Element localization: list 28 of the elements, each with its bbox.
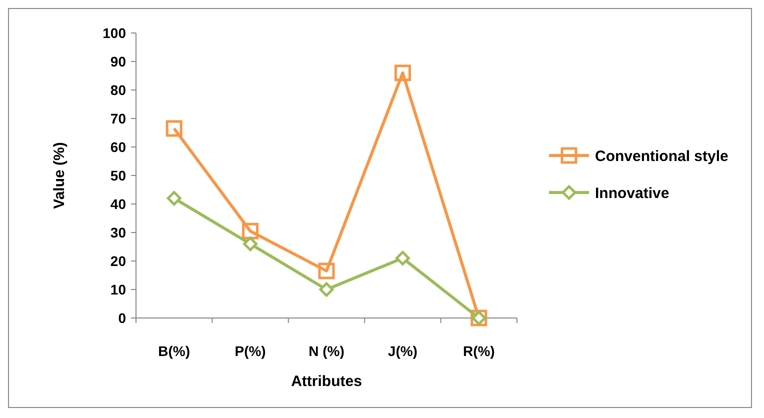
point bbox=[166, 120, 182, 137]
y-tick-label: 90 bbox=[110, 53, 126, 70]
y-tick-label: 70 bbox=[110, 110, 126, 126]
y-tick-label: 30 bbox=[110, 224, 126, 240]
legend-label: Conventional style bbox=[595, 148, 728, 165]
point bbox=[394, 64, 411, 82]
x-tick-label: N (%) bbox=[308, 343, 344, 359]
point bbox=[242, 222, 259, 240]
y-tick-label: 0 bbox=[118, 310, 126, 326]
x-axis-title: Attributes bbox=[291, 373, 362, 390]
x-tick-label: B(%) bbox=[158, 343, 190, 359]
x-tick-label: R(%) bbox=[462, 343, 495, 359]
point bbox=[243, 236, 258, 252]
x-tick-label: J(%) bbox=[388, 343, 418, 359]
y-tick-label: 60 bbox=[110, 138, 126, 155]
point bbox=[166, 191, 182, 206]
point bbox=[319, 282, 334, 297]
y-tick-label: 100 bbox=[102, 24, 126, 41]
legend-label: Innovative bbox=[595, 184, 670, 202]
y-axis-title: Value (%) bbox=[51, 142, 68, 209]
x-tick-label: P(%) bbox=[234, 343, 266, 359]
y-tick-label: 20 bbox=[110, 252, 126, 269]
y-tick-label: 10 bbox=[110, 281, 126, 298]
y-tick-label: 80 bbox=[110, 82, 126, 98]
point bbox=[395, 250, 410, 266]
y-tick-label: 50 bbox=[110, 167, 126, 184]
y-tick-label: 40 bbox=[110, 196, 126, 212]
point bbox=[318, 262, 335, 280]
